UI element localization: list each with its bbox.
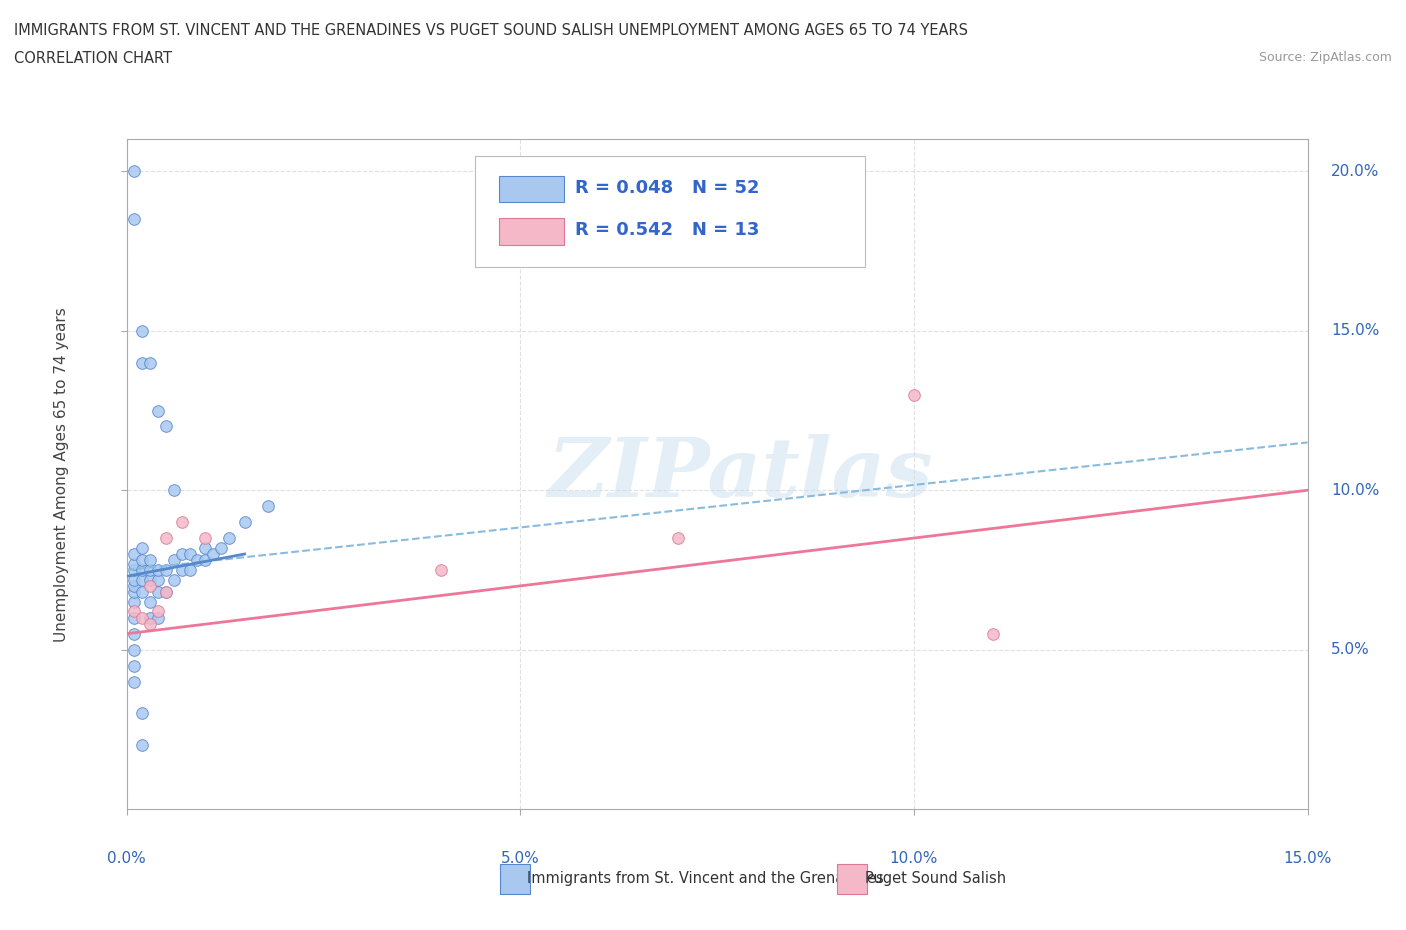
Point	[124, 643, 146, 658]
Point	[155, 563, 177, 578]
Point	[124, 164, 146, 179]
Text: Puget Sound Salish: Puget Sound Salish	[865, 871, 1005, 886]
Point	[131, 553, 153, 568]
Text: Unemployment Among Ages 65 to 74 years: Unemployment Among Ages 65 to 74 years	[53, 307, 69, 642]
Point	[163, 572, 186, 587]
FancyBboxPatch shape	[499, 218, 564, 245]
Point	[131, 610, 153, 625]
Point	[194, 553, 217, 568]
Text: ZIPatlas: ZIPatlas	[548, 434, 934, 514]
Text: R = 0.542   N = 13: R = 0.542 N = 13	[575, 221, 759, 239]
Point	[209, 540, 232, 555]
Point	[131, 585, 153, 600]
Point	[194, 531, 217, 546]
Point	[124, 594, 146, 609]
Point	[155, 531, 177, 546]
Point	[131, 572, 153, 587]
Point	[139, 594, 162, 609]
Point	[146, 572, 169, 587]
Point	[163, 553, 186, 568]
Point	[139, 610, 162, 625]
Point	[131, 706, 153, 721]
Point	[146, 563, 169, 578]
Point	[170, 547, 193, 562]
Point	[124, 610, 146, 625]
Point	[146, 604, 169, 618]
Point	[146, 585, 169, 600]
Point	[179, 547, 201, 562]
Point	[139, 355, 162, 370]
Point	[139, 553, 162, 568]
Point	[186, 553, 208, 568]
Point	[139, 578, 162, 593]
FancyBboxPatch shape	[475, 156, 865, 267]
Text: 5.0%: 5.0%	[1331, 643, 1369, 658]
Point	[903, 387, 925, 402]
Text: Source: ZipAtlas.com: Source: ZipAtlas.com	[1258, 51, 1392, 64]
Point	[202, 547, 225, 562]
Text: CORRELATION CHART: CORRELATION CHART	[14, 51, 172, 66]
Point	[170, 514, 193, 529]
Point	[131, 540, 153, 555]
Point	[124, 212, 146, 227]
FancyBboxPatch shape	[499, 176, 564, 203]
Point	[155, 585, 177, 600]
Point	[430, 563, 453, 578]
Point	[124, 674, 146, 689]
Text: 15.0%: 15.0%	[1284, 851, 1331, 866]
Point	[139, 563, 162, 578]
Point	[131, 355, 153, 370]
Point	[163, 483, 186, 498]
Text: 20.0%: 20.0%	[1331, 164, 1379, 179]
Point	[155, 585, 177, 600]
Point	[233, 514, 256, 529]
Point	[179, 563, 201, 578]
Point	[124, 658, 146, 673]
Point	[146, 403, 169, 418]
Text: 10.0%: 10.0%	[1331, 483, 1379, 498]
Point	[139, 617, 162, 631]
Text: IMMIGRANTS FROM ST. VINCENT AND THE GRENADINES VS PUGET SOUND SALISH UNEMPLOYMEN: IMMIGRANTS FROM ST. VINCENT AND THE GREN…	[14, 23, 969, 38]
Point	[170, 563, 193, 578]
Point	[124, 556, 146, 571]
Point	[155, 419, 177, 434]
Point	[131, 737, 153, 752]
Point	[124, 585, 146, 600]
Point	[124, 604, 146, 618]
Text: R = 0.048   N = 52: R = 0.048 N = 52	[575, 179, 759, 197]
Point	[124, 578, 146, 593]
Text: 5.0%: 5.0%	[501, 851, 540, 866]
Point	[124, 563, 146, 578]
Point	[666, 531, 689, 546]
Text: 0.0%: 0.0%	[107, 851, 146, 866]
Point	[981, 626, 1004, 641]
Point	[257, 498, 280, 513]
Point	[194, 540, 217, 555]
Point	[146, 610, 169, 625]
Point	[139, 572, 162, 587]
Text: Immigrants from St. Vincent and the Grenadines: Immigrants from St. Vincent and the Gren…	[527, 871, 884, 886]
Text: 10.0%: 10.0%	[890, 851, 938, 866]
Point	[218, 531, 240, 546]
Point	[124, 572, 146, 587]
Point	[124, 626, 146, 641]
Point	[124, 547, 146, 562]
Point	[131, 563, 153, 578]
Text: 15.0%: 15.0%	[1331, 324, 1379, 339]
Point	[131, 324, 153, 339]
